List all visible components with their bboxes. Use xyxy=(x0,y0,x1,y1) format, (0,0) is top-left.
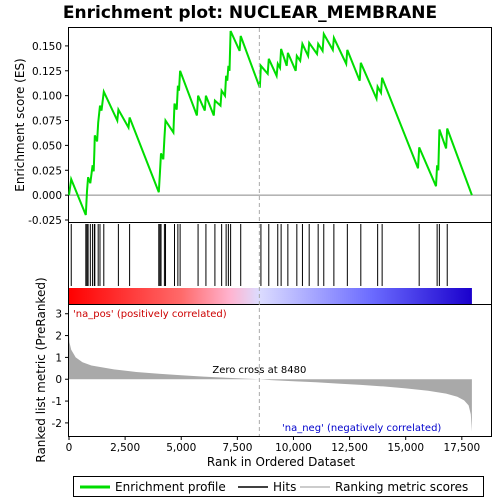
es-y-tick-label: 0.000 xyxy=(32,190,62,202)
x-tick-label: 7,500 xyxy=(222,442,252,454)
x-axis-label: Rank in Ordered Dataset xyxy=(207,455,355,469)
metric-y-axis-label: Ranked list metric (PreRanked) xyxy=(34,277,48,462)
es-y-tick-label: 0.050 xyxy=(32,140,62,152)
legend-hits-label: Hits xyxy=(273,480,296,494)
zero-cross-label: Zero cross at 8480 xyxy=(212,365,306,376)
x-tick-label: 0 xyxy=(66,442,73,454)
x-tick-label: 10,000 xyxy=(275,442,312,454)
hit-marks xyxy=(70,224,448,286)
metric-y-tick-label: -2 xyxy=(52,418,62,430)
x-tick-label: 12,500 xyxy=(331,442,368,454)
legend-enrichment-label: Enrichment profile xyxy=(115,480,226,494)
es-y-tick-label: -0.025 xyxy=(28,215,62,227)
es-y-axis: -0.025 0.000 0.025 0.050 0.075 0.100 0.125 0.15… xyxy=(28,41,69,227)
es-y-tick-label: 0.025 xyxy=(32,165,62,177)
x-tick-label: 2,500 xyxy=(110,442,140,454)
metric-y-tick-label: 0 xyxy=(55,374,62,386)
x-tick-label: 15,000 xyxy=(387,442,424,454)
legend-metric-label: Ranking metric scores xyxy=(335,480,468,494)
legend-frame xyxy=(73,476,484,497)
metric-y-tick-label: -1 xyxy=(52,396,62,408)
enrichment-profile-line xyxy=(68,30,473,216)
es-y-tick-label: 0.100 xyxy=(32,91,62,103)
metric-y-tick-label: 3 xyxy=(55,309,62,321)
es-y-axis-label: Enrichment score (ES) xyxy=(13,58,27,191)
metric-y-tick-label: 2 xyxy=(55,331,62,343)
x-tick-label: 17,500 xyxy=(443,442,480,454)
chart-title: Enrichment plot: NUCLEAR_MEMBRANE xyxy=(63,3,437,23)
ranking-metric-area xyxy=(69,333,472,432)
x-tick-label: 5,000 xyxy=(166,442,196,454)
es-y-tick-label: 0.125 xyxy=(32,66,62,78)
positive-correlation-label: 'na_pos' (positively correlated) xyxy=(73,309,227,320)
metric-y-axis: -2 -1 0 1 2 3 xyxy=(52,309,69,430)
negative-correlation-label: 'na_neg' (negatively correlated) xyxy=(282,423,441,434)
x-axis: 0 2,500 5,000 7,500 10,000 12,500 15,000 17,500 xyxy=(66,436,480,454)
metric-panel-frame xyxy=(68,304,492,437)
es-y-tick-label: 0.150 xyxy=(32,41,62,53)
es-y-tick-label: 0.075 xyxy=(32,116,62,128)
legend: Enrichment profile Hits Ranking metric s… xyxy=(73,476,484,497)
ranking-color-bar xyxy=(69,288,472,304)
metric-y-tick-label: 1 xyxy=(55,352,62,364)
